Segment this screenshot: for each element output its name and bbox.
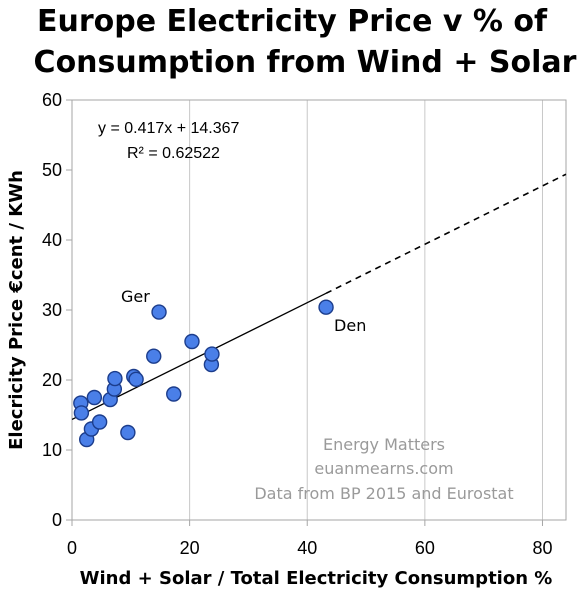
point-label-ger: Ger xyxy=(121,287,150,306)
chart-title-line-1: Europe Electricity Price v % of xyxy=(37,4,548,39)
r-squared: R² = 0.62522 xyxy=(127,145,220,162)
point-label-den: Den xyxy=(334,316,366,335)
y-tick-label: 0 xyxy=(52,510,62,530)
data-point xyxy=(184,333,200,350)
x-axis-label: Wind + Solar / Total Electricity Consump… xyxy=(80,568,553,589)
x-tick-label: 80 xyxy=(532,538,552,558)
trendline-equation: y = 0.417x + 14.367 xyxy=(98,120,240,137)
y-tick-label: 40 xyxy=(42,230,62,250)
y-tick-label: 10 xyxy=(42,440,62,460)
data-point xyxy=(151,304,167,320)
credit-line-3: Data from BP 2015 and Eurostat xyxy=(254,484,513,503)
credit-line-1: Energy Matters xyxy=(323,435,445,454)
trendline-extrapolated xyxy=(325,173,567,295)
credit-line-2: euanmearns.com xyxy=(314,459,453,478)
data-point xyxy=(318,299,334,315)
gridlines xyxy=(189,100,543,520)
data-point xyxy=(86,389,103,406)
x-tick-label: 40 xyxy=(297,538,317,558)
y-tick-label: 20 xyxy=(42,370,62,390)
y-tick-label: 30 xyxy=(42,300,62,320)
chart-title-line-2: Consumption from Wind + Solar xyxy=(34,45,577,80)
y-axis-label: Elecricity Price €cent / KWh xyxy=(6,170,27,450)
y-tick-label: 50 xyxy=(42,160,62,180)
data-point xyxy=(120,424,136,441)
y-tick-label: 60 xyxy=(42,90,62,110)
data-point xyxy=(146,348,162,364)
data-point xyxy=(91,414,108,430)
data-point xyxy=(204,346,220,362)
axis-ticks: 0 20 40 60 80 0 10 20 30 40 50 60 xyxy=(42,90,553,558)
x-tick-label: 20 xyxy=(180,538,200,558)
data-point xyxy=(128,371,144,387)
data-point xyxy=(73,405,90,421)
data-point xyxy=(107,370,123,387)
data-points: Ger Den xyxy=(73,287,366,448)
x-tick-label: 0 xyxy=(67,538,77,558)
data-point xyxy=(166,386,182,402)
x-tick-label: 60 xyxy=(415,538,435,558)
